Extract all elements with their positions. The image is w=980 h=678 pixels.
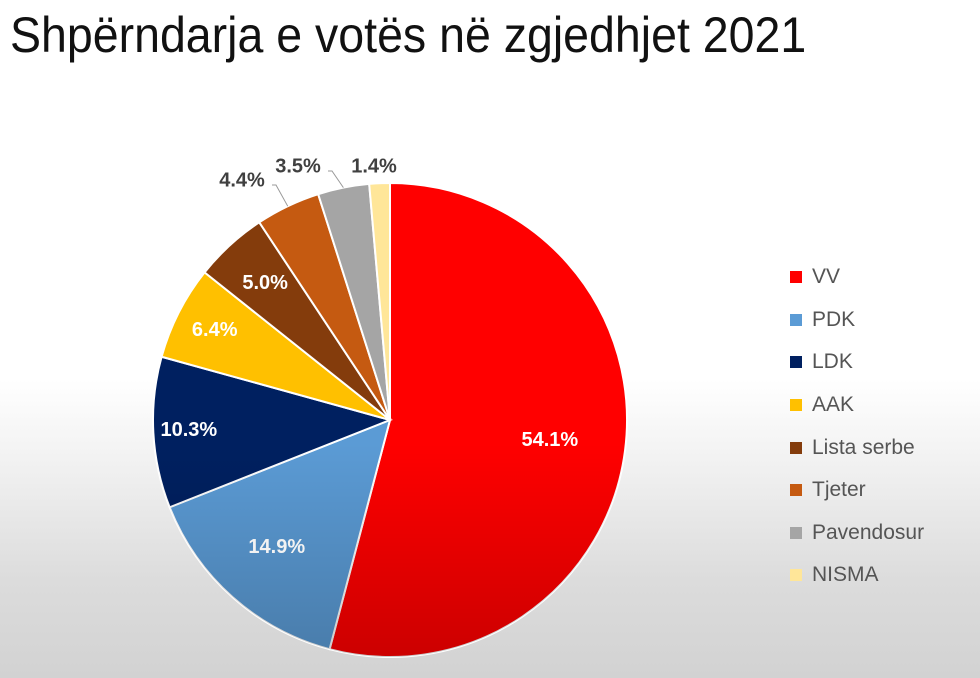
- legend-swatch-pavendosur: [790, 526, 802, 539]
- legend-swatch-vv: [790, 271, 802, 284]
- slice-label-nisma: 1.4%: [351, 155, 397, 177]
- legend: VV PDK LDK AAK Lista serbe Tjeter Pavend…: [790, 256, 924, 597]
- legend-item-aak: AAK: [790, 384, 924, 427]
- slice-label-ldk: 10.3%: [160, 419, 217, 441]
- legend-item-ldk: LDK: [790, 341, 924, 384]
- legend-item-vv: VV: [790, 256, 924, 299]
- slice-label-pavendosur: 3.5%: [275, 155, 321, 177]
- legend-swatch-nisma: [790, 569, 802, 582]
- slice-label-pdk: 14.9%: [248, 536, 305, 558]
- legend-item-lista-serbe: Lista serbe: [790, 426, 924, 469]
- legend-label: VV: [812, 265, 841, 289]
- pie-slices: [151, 181, 628, 658]
- slice-label-tjeter: 4.4%: [219, 169, 265, 191]
- legend-item-pdk: PDK: [790, 299, 924, 342]
- slice-labels: 54.1% 14.9% 10.3% 6.4% 5.0% 4.4% 3.5% 1.4%: [160, 155, 578, 558]
- chart-title: Shpërndarja e votës në zgjedhjet 2021: [10, 7, 807, 63]
- legend-label: LDK: [812, 350, 853, 374]
- legend-item-pavendosur: Pavendosur: [790, 512, 924, 555]
- legend-label: NISMA: [812, 563, 879, 587]
- slice-label-aak: 6.4%: [192, 319, 238, 341]
- legend-label: Pavendosur: [812, 520, 925, 544]
- legend-label: Tjeter: [812, 478, 866, 502]
- legend-swatch-tjeter: [790, 484, 802, 497]
- legend-item-nisma: NISMA: [790, 554, 924, 597]
- slice-label-lista-serbe: 5.0%: [242, 272, 288, 294]
- slice-label-vv: 54.1%: [521, 429, 578, 451]
- legend-label: PDK: [812, 307, 856, 331]
- legend-label: AAK: [812, 393, 855, 417]
- legend-swatch-pdk: [790, 313, 802, 326]
- legend-item-tjeter: Tjeter: [790, 469, 924, 512]
- legend-swatch-lista-serbe: [790, 441, 802, 454]
- legend-swatch-aak: [790, 399, 802, 412]
- legend-swatch-ldk: [790, 356, 802, 369]
- legend-label: Lista serbe: [812, 435, 915, 459]
- leader-lines: [272, 170, 344, 207]
